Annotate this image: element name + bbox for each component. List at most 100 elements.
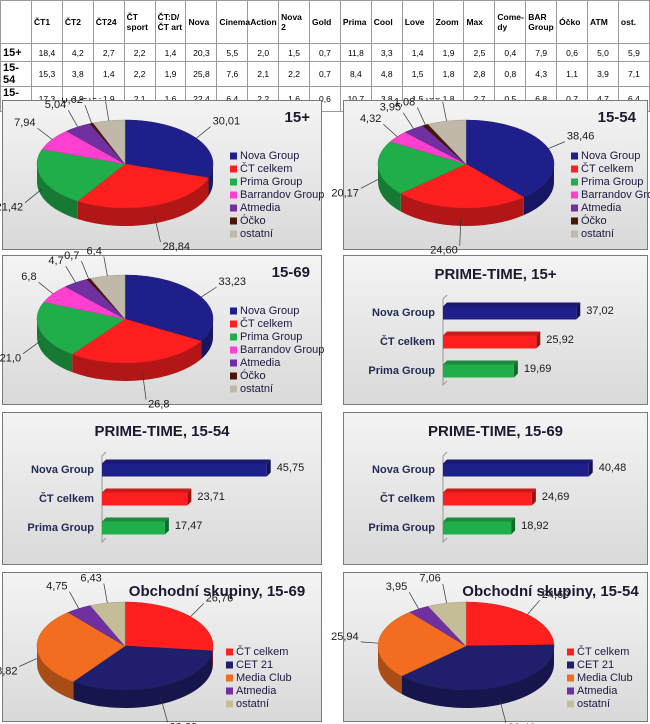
legend-swatch [571, 165, 578, 173]
bar-depth [164, 517, 169, 535]
cell: 4,8 [370, 61, 403, 87]
value-label: 0,62 [61, 98, 82, 106]
legend-label: Nova Group [581, 150, 640, 162]
cell: 2,5 [463, 43, 496, 62]
value-label: 18,92 [521, 520, 549, 532]
bar-depth [588, 459, 593, 477]
column-header: ČT2 [61, 0, 94, 44]
value-label: 17,47 [175, 520, 203, 532]
slice [71, 318, 202, 364]
cell: 15,3 [31, 61, 63, 87]
cell: 2,8 [463, 61, 496, 87]
legend-label: ostatní [577, 698, 610, 710]
value-label: 0,7 [64, 250, 79, 262]
leader-line [24, 188, 42, 203]
leader-line [548, 141, 566, 149]
column-header: Nova [185, 0, 218, 44]
value-label: 4,75 [46, 581, 67, 593]
cell: 2,2 [278, 61, 311, 87]
leader-line [416, 107, 426, 126]
chart-title: PRIME-TIME, 15-69 [428, 423, 563, 440]
value-label: 24,69 [542, 491, 570, 503]
value-label: 5,87 [82, 98, 103, 102]
slice [124, 601, 214, 652]
legend-label: Media Club [577, 672, 633, 684]
value-label: 7,06 [419, 573, 440, 585]
leader-line [360, 178, 379, 189]
slice-side [208, 164, 213, 196]
cell: 0,7 [309, 43, 341, 62]
cell: 5,5 [216, 43, 249, 62]
bar-depth [511, 517, 516, 535]
value-label: 38,46 [508, 722, 536, 724]
column-header: Max [463, 0, 496, 44]
value-label: 30,01 [213, 116, 241, 128]
cell: 25,8 [185, 61, 218, 87]
value-label: 3,95 [380, 102, 401, 114]
slice [377, 611, 467, 677]
cell: 0,8 [494, 61, 527, 87]
bar-depth [576, 302, 581, 320]
legend-swatch [567, 700, 574, 708]
cell: 7,1 [617, 61, 650, 87]
panel [343, 255, 648, 405]
slice [427, 601, 467, 647]
value-label: 33,23 [170, 721, 198, 724]
column-header: Prima [339, 0, 372, 44]
cell: 20,3 [185, 43, 218, 62]
slice-side [378, 164, 401, 212]
value-label: 37,02 [586, 305, 614, 317]
legend-label: Óčko [240, 214, 266, 227]
chart-title: 15+ [285, 109, 311, 126]
legend-swatch [567, 687, 574, 695]
cell: 11,8 [339, 43, 372, 62]
leader-line [67, 110, 78, 128]
bar [443, 335, 537, 349]
leader-line [527, 600, 540, 615]
value-label: 38,46 [567, 131, 595, 143]
column-header: Cool [370, 0, 403, 44]
cell: 1,4 [401, 43, 434, 62]
legend-label: Óčko [581, 214, 607, 227]
legend-label: ČT celkem [581, 162, 633, 175]
slice-side [401, 646, 554, 709]
slice [377, 141, 467, 194]
leader-line [402, 112, 414, 129]
legend-swatch [230, 372, 237, 380]
column-header: Action [247, 0, 280, 44]
cell: 2,2 [123, 61, 156, 87]
column-header: ČT sport [123, 0, 156, 44]
leader-line [459, 218, 462, 246]
slice [72, 645, 213, 691]
bar-depth [536, 331, 541, 349]
column-header: ČT:D/ ČT art [154, 0, 187, 44]
cell: 5,0 [587, 43, 619, 62]
category-label: Nova Group [372, 307, 435, 319]
legend-label: Media Club [236, 672, 292, 684]
leader-line [38, 282, 54, 294]
value-label: 7,06 [419, 98, 440, 103]
legend-swatch [226, 648, 233, 656]
legend-label: Nova Group [240, 305, 299, 317]
legend-swatch [571, 191, 578, 199]
legend-swatch [230, 385, 237, 393]
value-label: 28,84 [162, 241, 190, 253]
leader-line [65, 266, 76, 283]
chart-title: 15-69 [272, 264, 310, 281]
cell: 3,8 [61, 61, 94, 87]
column-header: BAR Group [525, 0, 558, 44]
bar-top [443, 302, 581, 307]
value-label: 26,76 [206, 592, 234, 604]
value-label: 45,75 [277, 462, 305, 474]
slice [89, 601, 126, 647]
legend-label: Atmedia [581, 202, 622, 214]
column-header: ATM [587, 0, 619, 44]
leader-line [360, 641, 379, 644]
legend-swatch [226, 687, 233, 695]
value-label: 25,92 [546, 334, 574, 346]
legend-label: Barrandov Group [240, 189, 324, 201]
cell: 1,5 [401, 61, 434, 87]
cell: 7,9 [525, 43, 558, 62]
legend-label: Barrandov Group [240, 344, 324, 356]
column-header: Zoom [432, 0, 465, 44]
